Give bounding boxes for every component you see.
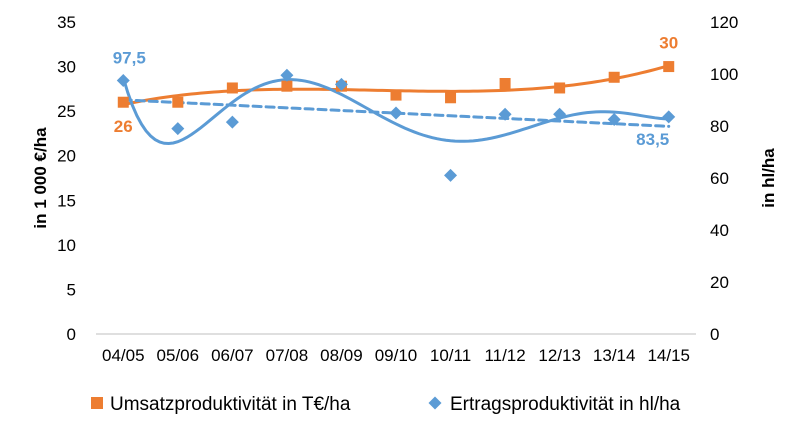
right-axis-ticks: 0 20 40 60 80 100 120	[710, 13, 738, 344]
y-tick-label: 0	[67, 325, 76, 344]
data-label: 83,5	[636, 130, 669, 149]
series-markers	[116, 61, 676, 182]
data-point-ertrag	[389, 106, 403, 120]
x-tick-label: 07/08	[266, 346, 309, 365]
y2-tick-label: 100	[710, 65, 738, 84]
data-point-umsatz	[445, 92, 457, 104]
data-point-ertrag	[116, 74, 130, 87]
legend-label-ertrag: Ertragsproduktivität in hl/ha	[450, 394, 681, 415]
data-label: 97,5	[113, 49, 146, 68]
data-point-ertrag	[498, 107, 512, 121]
data-point-umsatz	[499, 78, 511, 90]
data-point-ertrag	[662, 110, 676, 124]
y-tick-label: 5	[67, 280, 76, 299]
y-axis-title: in 1 000 €/ha	[31, 127, 50, 229]
data-point-ertrag	[334, 77, 348, 91]
data-label: 26	[114, 117, 133, 136]
x-axis-ticks: 04/05 05/06 06/07 07/08 08/09 09/10 10/11 11/12…	[102, 346, 690, 365]
x-tick-label: 12/13	[538, 346, 581, 365]
data-labels: 26 30 97,5 83,5	[113, 34, 678, 149]
x-tick-label: 06/07	[211, 346, 254, 365]
data-point-ertrag	[171, 122, 185, 136]
data-point-umsatz	[226, 82, 238, 94]
data-point-umsatz	[172, 96, 184, 108]
legend-marker-ertrag	[428, 396, 442, 410]
data-point-ertrag	[280, 68, 294, 82]
x-tick-label: 05/06	[157, 346, 200, 365]
data-point-umsatz	[554, 82, 566, 94]
y-tick-label: 35	[57, 13, 76, 32]
legend: Umsatzproduktivität in T€/ha Ertragsprod…	[91, 394, 681, 415]
y2-tick-label: 120	[710, 13, 738, 32]
y2-tick-label: 60	[710, 169, 729, 188]
trendlines	[121, 64, 671, 146]
data-point-umsatz	[663, 61, 675, 73]
data-point-ertrag	[553, 107, 567, 121]
y2-tick-label: 0	[710, 325, 719, 344]
y2-tick-label: 80	[710, 117, 729, 136]
x-tick-label: 11/12	[484, 346, 525, 365]
x-tick-label: 14/15	[647, 346, 690, 365]
legend-marker-umsatz	[91, 397, 103, 409]
data-point-umsatz	[117, 96, 129, 108]
data-label: 30	[659, 34, 678, 53]
data-point-umsatz	[390, 89, 402, 101]
y2-axis-title: in hl/ha	[759, 148, 778, 208]
y-tick-label: 20	[57, 147, 76, 166]
data-point-umsatz	[608, 71, 620, 83]
y2-tick-label: 20	[710, 273, 729, 292]
trendline-ertrag	[121, 76, 671, 146]
y-tick-label: 10	[57, 236, 76, 255]
x-tick-label: 08/09	[320, 346, 363, 365]
data-point-ertrag	[225, 115, 239, 129]
data-point-umsatz	[281, 80, 293, 92]
y-tick-label: 30	[57, 58, 76, 77]
left-axis-ticks: 0 5 10 15 20 25 30 35	[57, 13, 76, 344]
legend-label-umsatz: Umsatzproduktivität in T€/ha	[110, 394, 351, 415]
y2-tick-label: 40	[710, 221, 729, 240]
y-tick-label: 25	[57, 102, 76, 121]
x-tick-label: 09/10	[375, 346, 418, 365]
data-point-ertrag	[607, 113, 621, 126]
x-tick-label: 04/05	[102, 346, 145, 365]
y-tick-label: 15	[57, 191, 76, 210]
x-tick-label: 10/11	[430, 346, 471, 365]
x-tick-label: 13/14	[593, 346, 636, 365]
data-point-ertrag	[444, 168, 458, 182]
